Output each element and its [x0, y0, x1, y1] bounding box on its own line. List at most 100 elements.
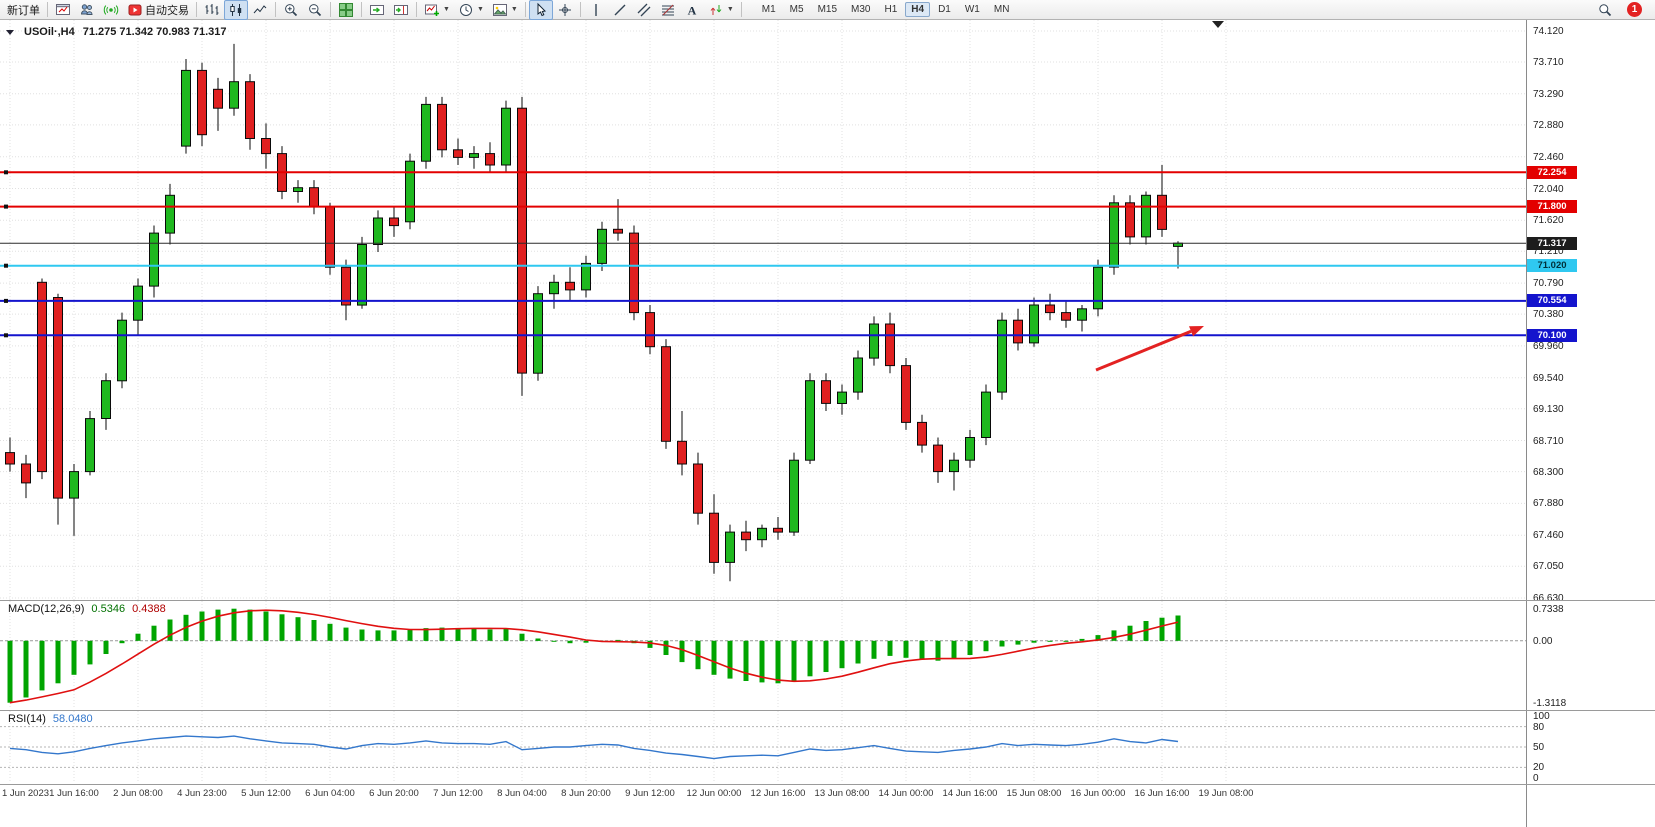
price-chart-plot[interactable] — [0, 20, 1526, 600]
time-axis-label: 8 Jun 04:00 — [497, 788, 547, 799]
zoom-out-icon — [309, 3, 322, 16]
cursor-icon — [537, 2, 546, 16]
time-axis-label: 7 Jun 12:00 — [433, 788, 483, 799]
toolbar: 新订单 自动交易 ▼ ▼ ▼ A ▼ M1 M5 M15 M30 H1 H4 D1 W1 MN 1 — [0, 0, 1655, 20]
price-tag: 70.554 — [1527, 294, 1577, 308]
toolbar-separator — [579, 2, 581, 17]
horizontal-line-object[interactable] — [0, 204, 1526, 209]
price-axis-label: 72.460 — [1533, 151, 1564, 163]
macd-scale-label: 0.7338 — [1533, 604, 1564, 615]
trend-arrow-object[interactable] — [1095, 326, 1204, 372]
price-axis-label: 69.960 — [1533, 340, 1564, 352]
tf-button-M5[interactable]: M5 — [789, 4, 804, 15]
market-watch-button[interactable] — [75, 0, 99, 20]
crosshair-button[interactable] — [553, 0, 577, 20]
price-axis-label: 71.620 — [1533, 215, 1564, 227]
search-button[interactable] — [1593, 0, 1617, 20]
rsi-label: RSI(14) 58.0480 — [8, 713, 93, 725]
notification-badge[interactable]: 1 — [1627, 2, 1642, 17]
candles — [5, 43, 1183, 582]
time-axis-label: 19 Jun 08:00 — [1198, 788, 1254, 799]
toolbar-separator — [275, 2, 276, 17]
vertical-line-button[interactable] — [584, 0, 608, 20]
time-axis-label: 6 Jun 04:00 — [305, 788, 355, 799]
time-axis-label: 15 Jun 08:00 — [1006, 788, 1062, 799]
time-axis-label: 4 Jun 23:00 — [177, 788, 227, 799]
price-tag: 71.800 — [1527, 200, 1577, 214]
toolbar-separator — [524, 2, 526, 17]
bar-chart-button[interactable] — [200, 0, 224, 20]
grid — [0, 20, 1526, 600]
price-axis-label: 67.460 — [1533, 530, 1564, 542]
chevron-down-icon: ▼ — [510, 6, 518, 13]
tf-button-D1[interactable]: D1 — [938, 4, 951, 15]
toolbar-separator — [361, 2, 362, 17]
time-axis-label: 1 Jun 2023 — [2, 788, 50, 799]
panel-splitter[interactable] — [0, 710, 1655, 711]
price-scale[interactable]: 74.120 73.710 73.290 72.880 72.460 72.040 71.6… — [1526, 20, 1655, 827]
rsi-panel[interactable] — [0, 711, 1526, 783]
market-watch-icon — [80, 3, 93, 15]
candlestick-chart-button[interactable] — [224, 0, 248, 20]
rsi-scale-label: 0 — [1533, 773, 1539, 784]
zoom-out-button[interactable] — [303, 0, 327, 20]
trendline-button[interactable] — [608, 0, 632, 20]
tf-button-H4[interactable]: H4 — [905, 2, 931, 17]
panel-splitter[interactable] — [0, 600, 1655, 601]
price-axis-label: 68.300 — [1533, 466, 1564, 478]
text-label-button[interactable]: A — [680, 0, 704, 20]
arrow-objects-button[interactable]: ▼ — [704, 0, 738, 20]
horizontal-line-object[interactable] — [0, 333, 1526, 338]
tf-button-MN[interactable]: MN — [993, 4, 1010, 15]
equidistant-channel-button[interactable] — [632, 0, 656, 20]
price-axis-label: 68.710 — [1533, 435, 1564, 447]
price-axis-label: 70.380 — [1533, 309, 1564, 321]
rsi-value: 58.0480 — [52, 713, 93, 725]
grid — [9, 601, 1227, 709]
tf-button-M30[interactable]: M30 — [851, 4, 871, 15]
auto-scroll-button[interactable] — [365, 0, 389, 20]
chart-window[interactable]: USOil·,H4 71.275 71.342 70.983 71.317 — [0, 20, 1655, 827]
line-chart-button[interactable] — [248, 0, 272, 20]
horizontal-line-object[interactable] — [0, 170, 1526, 175]
autotrading-icon — [128, 4, 142, 15]
new-chart-button[interactable] — [51, 0, 75, 20]
rsi-scale-label: 100 — [1533, 711, 1550, 722]
horizontal-line-object[interactable] — [0, 263, 1526, 268]
new-order-button[interactable]: 新订单 — [7, 4, 40, 17]
tf-button-M1[interactable]: M1 — [761, 4, 776, 15]
cursor-button[interactable] — [528, 0, 553, 20]
indicators-button[interactable]: ▼ — [420, 0, 454, 20]
chart-menu-icon[interactable] — [6, 29, 14, 35]
templates-icon — [492, 3, 507, 16]
macd-panel[interactable] — [0, 601, 1526, 709]
tf-button-H1[interactable]: H1 — [884, 4, 898, 15]
panel-splitter[interactable] — [0, 784, 1655, 785]
line-chart-icon — [253, 4, 267, 13]
text-label-icon: A — [687, 3, 696, 17]
tile-windows-button[interactable] — [334, 0, 358, 20]
trendline-icon — [614, 4, 626, 15]
autotrading-button[interactable]: 自动交易 — [123, 0, 193, 20]
toolbar-right: 1 — [1593, 0, 1652, 20]
rsi-scale-label: 20 — [1533, 762, 1545, 774]
price-axis-label: 69.130 — [1533, 403, 1564, 415]
templates-button[interactable]: ▼ — [488, 0, 522, 20]
time-axis-label: 16 Jun 16:00 — [1134, 788, 1190, 799]
chevron-down-icon: ▼ — [443, 6, 450, 13]
data-window-button[interactable] — [99, 0, 123, 20]
price-tag: 70.100 — [1527, 328, 1577, 342]
tf-button-W1[interactable]: W1 — [964, 4, 980, 15]
horizontal-line-object[interactable] — [0, 298, 1526, 303]
price-axis-label: 67.050 — [1533, 561, 1564, 573]
indicators-icon — [425, 4, 439, 16]
fibonacci-button[interactable] — [656, 0, 680, 20]
time-axis-label: 9 Jun 12:00 — [625, 788, 675, 799]
auto-scroll-icon — [370, 4, 384, 15]
tf-button-M15[interactable]: M15 — [817, 4, 838, 15]
zoom-in-button[interactable] — [279, 0, 303, 20]
chart-shift-button[interactable] — [389, 0, 413, 20]
shift-marker[interactable] — [1212, 21, 1224, 28]
price-axis-label: 67.880 — [1533, 498, 1564, 510]
periods-button[interactable]: ▼ — [454, 0, 488, 20]
